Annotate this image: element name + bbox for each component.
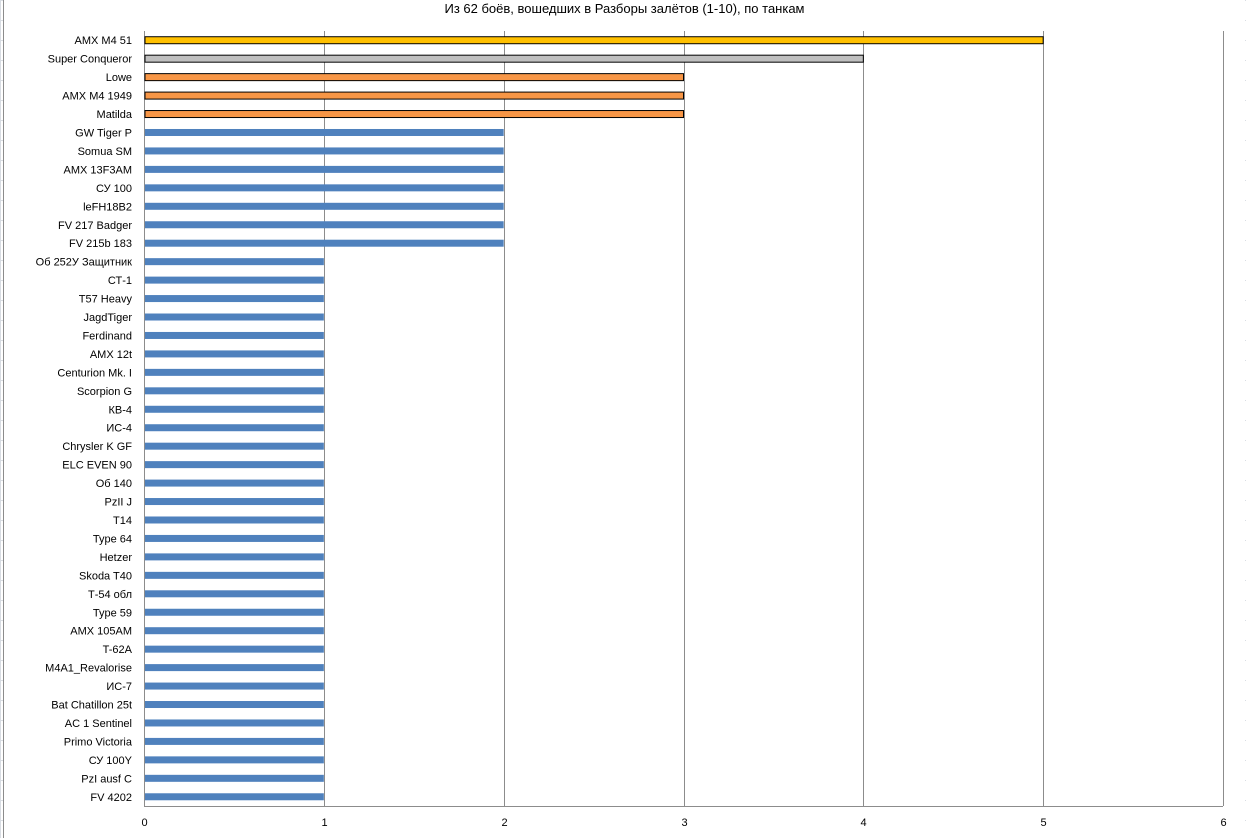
bar <box>145 571 324 579</box>
bar <box>145 627 324 635</box>
category-label: Super Conqueror <box>48 54 133 66</box>
category-label: СУ 100Y <box>89 755 133 767</box>
bar <box>145 701 324 709</box>
bar <box>144 36 1044 45</box>
bar <box>145 424 324 432</box>
bar <box>145 331 324 339</box>
bar <box>144 54 864 63</box>
category-label: Skoda T40 <box>79 570 132 582</box>
bar <box>145 756 324 764</box>
category-label: FV 4202 <box>90 792 132 804</box>
bar <box>145 295 324 303</box>
bar <box>145 774 324 782</box>
category-label: Т-54 обл <box>88 589 132 601</box>
category-label: Centurion Mk. I <box>57 367 132 379</box>
category-label: AMX 105AM <box>70 626 132 638</box>
category-label: Primo Victoria <box>64 736 133 748</box>
chart-title: Из 62 боёв, вошедших в Разборы залётов (… <box>444 1 805 16</box>
bar <box>145 553 324 561</box>
bar <box>145 498 324 506</box>
bar <box>145 368 324 376</box>
bar <box>145 405 324 413</box>
category-label: AMX 13F3AM <box>64 164 132 176</box>
category-label: FV 217 Badger <box>58 220 132 232</box>
category-label: Ferdinand <box>82 330 132 342</box>
bar <box>145 737 324 745</box>
bar <box>145 350 324 358</box>
bar <box>145 719 324 727</box>
bar <box>145 608 324 616</box>
category-label: M4A1_Revalorise <box>45 663 132 675</box>
category-label: JagdTiger <box>83 312 132 324</box>
category-label: AC 1 Sentinel <box>65 718 132 730</box>
x-tick-label: 4 <box>860 817 866 829</box>
bar <box>145 165 504 173</box>
category-label: AMX M4 51 <box>75 35 132 47</box>
category-label: AMX M4 1949 <box>62 91 132 103</box>
category-label: Type 59 <box>93 607 132 619</box>
bar <box>145 534 324 542</box>
bar <box>145 682 324 690</box>
category-label: Hetzer <box>100 552 133 564</box>
x-tick-label: 6 <box>1220 817 1226 829</box>
category-label: ELC EVEN 90 <box>62 460 132 472</box>
category-label: FV 215b 183 <box>69 238 132 250</box>
category-label: КВ-4 <box>108 404 132 416</box>
bar <box>145 516 324 524</box>
category-label: ИС-7 <box>106 681 132 693</box>
category-label: T14 <box>113 515 132 527</box>
x-tick-label: 3 <box>681 817 687 829</box>
bar-chart: 0 1 2 3 4 5 6 AMX M4 51 Super Conqueror Lowe AMX M… <box>36 31 1227 829</box>
x-tick-label: 1 <box>321 817 327 829</box>
category-label: Bat Chatillon 25t <box>51 700 132 712</box>
category-label: Об 140 <box>96 478 132 490</box>
bar <box>144 110 684 119</box>
bar <box>145 442 324 450</box>
category-label: ИС-4 <box>106 423 132 435</box>
x-tick-label: 0 <box>141 817 147 829</box>
bar <box>145 202 504 210</box>
category-label: Matilda <box>97 109 133 121</box>
bar <box>145 387 324 395</box>
bar <box>145 239 504 247</box>
category-label: Somua SM <box>78 146 132 158</box>
bar <box>145 184 504 192</box>
category-label: СУ 100 <box>96 183 132 195</box>
bar <box>144 73 684 82</box>
category-label: Lowe <box>106 72 132 84</box>
category-label: СТ-1 <box>108 275 132 287</box>
bar <box>145 221 504 229</box>
x-tick-label: 5 <box>1040 817 1046 829</box>
bar <box>145 664 324 672</box>
bar <box>144 91 684 100</box>
category-label: Type 64 <box>93 533 132 545</box>
chart-area[interactable]: Из 62 боёв, вошедших в Разборы залётов (… <box>3 0 1245 838</box>
category-label: AMX 12t <box>90 349 132 361</box>
category-label: Scorpion G <box>77 386 132 398</box>
category-label: PzI ausf C <box>81 773 132 785</box>
bar <box>145 590 324 598</box>
category-label: GW Tiger P <box>75 127 132 139</box>
bar <box>145 258 324 266</box>
bar <box>145 461 324 469</box>
category-label: T57 Heavy <box>79 294 133 306</box>
x-tick-label: 2 <box>501 817 507 829</box>
bar <box>145 147 504 155</box>
bar <box>145 479 324 487</box>
category-label: Chrysler K GF <box>62 441 132 453</box>
category-label: leFH18B2 <box>83 201 132 213</box>
bar <box>145 128 504 136</box>
category-label: Об 252У Защитник <box>36 257 133 269</box>
bar <box>145 645 324 653</box>
bar <box>145 313 324 321</box>
bar <box>145 793 324 801</box>
category-label: T-62A <box>103 644 133 656</box>
category-label: PzII J <box>104 497 132 509</box>
bar <box>145 276 324 284</box>
